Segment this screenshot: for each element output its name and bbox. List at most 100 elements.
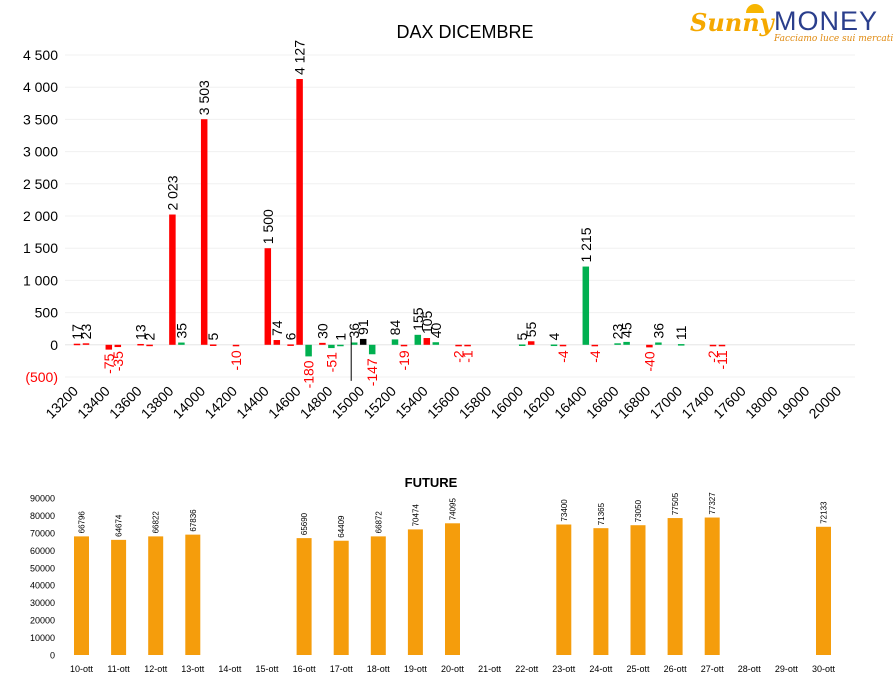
dax-bar [169,214,176,345]
data-label: 71365 [597,502,606,525]
dax-bar [655,342,662,345]
data-label: 70474 [411,504,420,527]
chart-title: DAX DICEMBRE [396,22,533,42]
dax-bar [359,338,367,345]
x-tick-label: 16600 [583,383,622,422]
y-tick-label: 4 000 [23,79,58,95]
data-label: 13 [133,324,149,340]
y-tick-label: 1 000 [23,272,58,288]
y-tick-label: 2 000 [23,208,58,224]
logo-money-text: MONEY [774,6,879,36]
future-chart: FUTURE 90000 80000 70000 60000 50000 40000 300… [30,475,836,674]
x-tick-label: 24-ott [589,664,613,674]
y-tick-label: 0 [50,337,58,353]
bar-series [73,79,726,381]
x-tick-label: 14000 [169,383,208,422]
future-bar [593,528,609,655]
data-label: 66872 [374,511,383,534]
y-tick-label: (500) [25,369,58,385]
bar-series [74,517,831,655]
data-label: 2 023 [164,175,180,210]
dax-bar [105,344,113,350]
data-label: -75 [101,353,117,373]
dax-bar [518,344,526,346]
data-label: 4 [546,333,562,341]
x-tick-label: 16-ott [293,664,317,674]
dax-bar [527,341,535,345]
data-label: 1 [332,333,348,341]
dax-options-chart: DAX DICEMBRE 4 500 4 000 3 500 3 000 2 500 2 … [23,22,855,422]
dax-bar [146,344,153,347]
data-label: 105 [419,310,435,334]
data-label: 1 500 [260,209,276,244]
future-bar [816,526,831,655]
x-tick-label: 13600 [106,383,145,422]
dax-bar [550,344,558,347]
data-label: 77327 [708,492,717,515]
dax-bar [423,338,431,345]
x-tick-label: 14600 [265,383,304,422]
data-label: 66796 [78,511,87,534]
dax-bar [582,266,590,345]
dax-bar [464,344,471,347]
x-tick-label: 13800 [138,383,177,422]
x-tick-label: 17400 [678,383,717,422]
x-tick-label: 20000 [805,383,844,422]
y-axis-ticks: 90000 80000 70000 60000 50000 40000 30000 20000… [30,494,55,661]
data-label: -4 [587,350,603,363]
data-label: 74 [269,320,285,336]
data-label: -2 [451,350,467,363]
future-bar [370,536,386,655]
x-tick-label: 23-ott [552,664,576,674]
data-label: 36 [346,323,362,339]
data-label: 2 [142,333,158,341]
future-bar [407,529,423,655]
future-bar [74,536,89,655]
future-bar [667,518,683,655]
data-label: -10 [228,350,244,370]
x-tick-label: 15600 [424,383,463,422]
data-label: 6 [283,332,299,340]
data-label: 72133 [820,501,829,524]
y-tick-label: 1 500 [23,240,58,256]
data-label: 35 [173,323,189,339]
dax-bar [559,344,567,347]
x-tick-label: 13-ott [181,664,205,674]
y-tick-label: 40000 [30,581,55,591]
data-label: 23 [78,324,94,340]
x-tick-label: 30-ott [812,664,836,674]
x-tick-label: 15000 [328,383,367,422]
x-tick-label: 17600 [710,383,749,422]
future-bar [296,538,312,655]
future-bar [185,534,201,655]
x-tick-label: 19-ott [404,664,428,674]
x-tick-label: 15400 [392,383,431,422]
future-bar [111,539,127,655]
y-tick-label: 2 500 [23,176,58,192]
data-label: 73050 [634,499,643,522]
dax-bar [614,343,621,345]
x-tick-label: 16400 [551,383,590,422]
y-tick-label: 0 [50,651,55,661]
data-label: -1 [460,350,476,363]
data-label: 67836 [189,509,198,532]
future-bar [445,523,460,655]
y-tick-label: 70000 [30,528,55,538]
sunny-money-logo: Sunny MONEY Facciamo luce sui mercati [690,4,893,46]
x-tick-label: 16000 [487,383,526,422]
data-label: 1 215 [578,227,594,262]
data-label: 45 [619,322,635,338]
y-tick-label: 3 500 [23,111,58,127]
future-bar [704,517,720,655]
x-tick-label: 26-ott [664,664,688,674]
dax-bar [287,344,294,346]
data-label: 23 [610,324,626,340]
data-label: 64674 [115,514,124,537]
y-tick-label: 10000 [30,633,55,643]
dax-bar [350,342,358,345]
dax-bar [623,341,630,345]
dax-bar [328,344,335,349]
data-label: -4 [555,350,571,363]
dax-bar [296,79,303,345]
